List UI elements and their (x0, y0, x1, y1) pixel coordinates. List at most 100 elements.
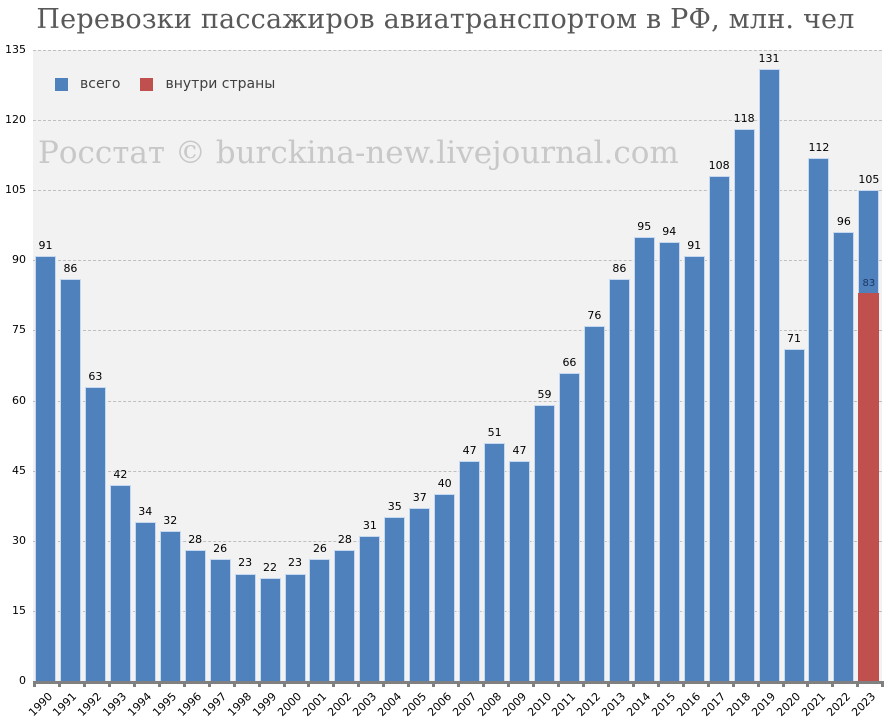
bar-total-1994 (134, 522, 156, 681)
x-tick (831, 681, 835, 687)
bar-total-2011 (558, 372, 580, 681)
bar-total-2009 (509, 461, 531, 681)
bar-total-1990 (35, 255, 56, 681)
value-label-total: 34 (138, 505, 153, 519)
y-tick-label: 120 (5, 113, 26, 127)
x-tick (681, 681, 685, 687)
value-label-total: 131 (758, 51, 780, 65)
legend-swatch-total (55, 77, 68, 91)
gridline (33, 120, 882, 122)
gridline (33, 470, 882, 472)
bar-total-2002 (334, 550, 356, 681)
legend: всего внутри страны (55, 76, 295, 92)
value-label-total: 91 (687, 238, 702, 252)
value-label-total: 108 (708, 159, 730, 173)
x-tick (157, 681, 161, 687)
bar-total-2007 (459, 461, 481, 681)
value-label-total: 23 (238, 556, 253, 570)
legend-item-total: всего (55, 76, 120, 92)
x-tick (656, 681, 660, 687)
y-tick-label: 15 (12, 603, 26, 617)
bar-total-1993 (109, 484, 131, 681)
bar-total-2017 (708, 176, 730, 681)
x-tick (207, 681, 211, 687)
x-tick (806, 681, 810, 687)
value-label-total: 42 (113, 467, 128, 481)
legend-item-domestic: внутри страны (140, 76, 275, 92)
value-label-total: 40 (437, 477, 452, 491)
value-label-total: 26 (213, 542, 228, 556)
value-label-total: 86 (612, 262, 627, 276)
x-tick (856, 681, 860, 687)
value-label-total: 22 (263, 561, 278, 575)
value-label-total: 71 (787, 332, 801, 346)
bar-total-1995 (159, 531, 181, 681)
bar-total-2019 (758, 68, 780, 681)
bar-total-1998 (234, 573, 256, 681)
bar-total-1996 (184, 550, 206, 681)
bar-total-2013 (608, 279, 630, 681)
value-label-total: 35 (387, 500, 402, 514)
bar-total-2001 (309, 559, 331, 681)
gridline (33, 260, 882, 262)
x-tick (432, 681, 436, 687)
x-tick (407, 681, 411, 687)
x-tick (706, 681, 710, 687)
x-tick (107, 681, 111, 687)
bar-total-1999 (259, 578, 281, 681)
bar-total-2020 (783, 349, 805, 681)
x-tick (332, 681, 336, 687)
x-tick (606, 681, 610, 687)
y-tick-label: 60 (12, 393, 26, 407)
gridline (33, 330, 882, 332)
value-label-total: 51 (487, 425, 502, 439)
y-tick-label: 45 (12, 463, 26, 477)
bar-total-2008 (484, 442, 506, 681)
watermark: Росстат © burckina-new.livejournal.com (38, 135, 679, 171)
gridline (33, 400, 882, 402)
x-tick (507, 681, 511, 687)
x-tick (33, 681, 36, 687)
value-label-total: 76 (587, 308, 602, 322)
gridline (33, 190, 882, 192)
bar-total-2006 (434, 494, 456, 681)
value-label-total: 91 (38, 238, 53, 252)
x-tick (182, 681, 186, 687)
legend-swatch-domestic (140, 77, 154, 91)
x-tick (581, 681, 585, 687)
gridline (33, 540, 882, 542)
x-tick (881, 681, 885, 687)
value-label-total: 28 (188, 533, 203, 547)
value-label-total: 86 (63, 262, 78, 276)
bar-total-2012 (583, 325, 605, 681)
value-label-total: 118 (733, 112, 755, 126)
value-label-total: 59 (537, 388, 552, 402)
value-label-total: 63 (88, 369, 103, 383)
value-label-total: 37 (412, 491, 427, 505)
bar-total-2016 (683, 255, 705, 681)
x-tick (282, 681, 286, 687)
x-tick (232, 681, 236, 687)
y-tick-label: 135 (5, 43, 26, 56)
x-tick (532, 681, 535, 687)
value-label-total: 95 (637, 219, 652, 233)
bar-total-2003 (359, 536, 381, 681)
x-tick (57, 681, 61, 687)
legend-label-domestic: внутри страны (165, 76, 276, 92)
bar-total-2022 (833, 232, 855, 681)
plot-area (33, 50, 882, 681)
bar-total-2000 (284, 573, 306, 681)
value-label-total: 105 (858, 173, 880, 187)
value-label-total: 112 (808, 140, 830, 154)
value-label-domestic: 83 (862, 278, 876, 290)
value-label-total: 32 (163, 514, 178, 528)
x-tick (781, 681, 785, 687)
value-label-total: 26 (312, 542, 327, 556)
x-tick (382, 681, 386, 687)
bar-total-2005 (409, 508, 431, 681)
value-label-total: 28 (337, 533, 352, 547)
bar-domestic-2023 (858, 293, 880, 681)
x-tick (731, 681, 735, 687)
gridline (33, 610, 882, 612)
bar-total-2018 (733, 129, 755, 681)
